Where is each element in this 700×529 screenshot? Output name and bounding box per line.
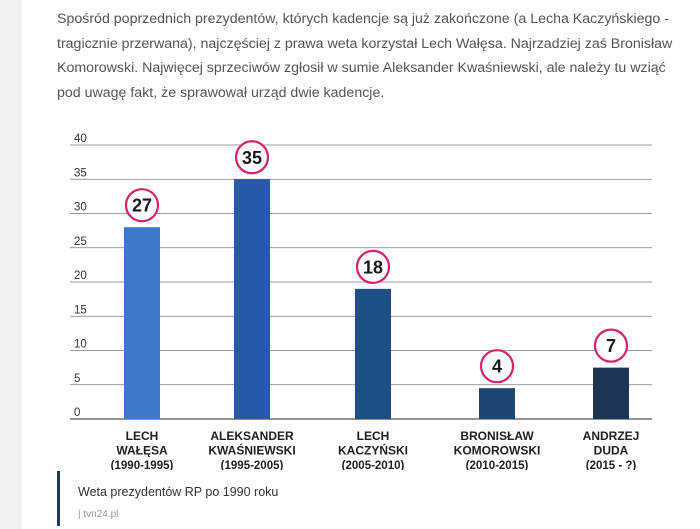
category-label: (2010-2015)	[466, 460, 529, 470]
category-label: LECH	[126, 429, 159, 443]
category-label: KACZYŃSKI	[338, 443, 408, 458]
data-label-badge	[479, 349, 515, 384]
y-tick-label: 5	[74, 373, 80, 385]
data-label-badge	[355, 249, 391, 284]
category-label: KWAŚNIEWSKI	[208, 443, 295, 458]
data-label-badge	[593, 328, 629, 363]
category-label: (2015 - ?)	[586, 460, 637, 470]
veto-bar-chart: 051015202530354027LECHWAŁĘSA(1990-1995)3…	[70, 133, 652, 470]
caption-source: | tvn24.pl	[78, 509, 119, 520]
data-label: 7	[606, 336, 616, 356]
intro-paragraph: Spośród poprzednich prezydentów, których…	[57, 11, 673, 101]
y-tick-label: 40	[74, 133, 87, 145]
category-label: DUDA	[594, 444, 629, 458]
y-tick-label: 15	[74, 304, 87, 316]
data-label-badge	[124, 188, 160, 223]
category-label: ALEKSANDER	[210, 429, 294, 443]
y-tick-label: 30	[74, 202, 87, 214]
data-label-badge	[234, 140, 270, 175]
caption-text: Weta prezydentów RP po 1990 roku	[78, 485, 279, 499]
bar	[593, 367, 629, 419]
category-label: (2005-2010)	[342, 460, 405, 470]
data-label: 35	[242, 148, 262, 168]
category-label: WAŁĘSA	[116, 444, 168, 458]
category-label: KOMOROWSKI	[454, 444, 541, 458]
y-tick-label: 25	[74, 236, 87, 248]
bar	[479, 388, 515, 419]
data-label: 27	[132, 196, 152, 216]
article-intro: Spośród poprzednich prezydentów, których…	[57, 7, 677, 105]
bar	[124, 227, 160, 419]
category-label: LECH	[357, 429, 390, 443]
data-label: 4	[492, 357, 502, 377]
figure-caption: Weta prezydentów RP po 1990 roku | tvn24…	[57, 471, 460, 526]
y-tick-label: 10	[74, 339, 87, 351]
bar	[355, 288, 391, 419]
bar	[234, 179, 270, 419]
category-label: ANDRZEJ	[583, 429, 640, 443]
category-label: (1990-1995)	[111, 460, 174, 470]
y-tick-label: 35	[74, 167, 87, 179]
left-gutter	[0, 0, 22, 529]
category-label: BRONISŁAW	[460, 429, 534, 443]
data-label: 18	[363, 257, 383, 277]
category-label: (1995-2005)	[221, 460, 284, 470]
y-tick-label: 0	[74, 407, 80, 419]
y-tick-label: 20	[74, 270, 87, 282]
